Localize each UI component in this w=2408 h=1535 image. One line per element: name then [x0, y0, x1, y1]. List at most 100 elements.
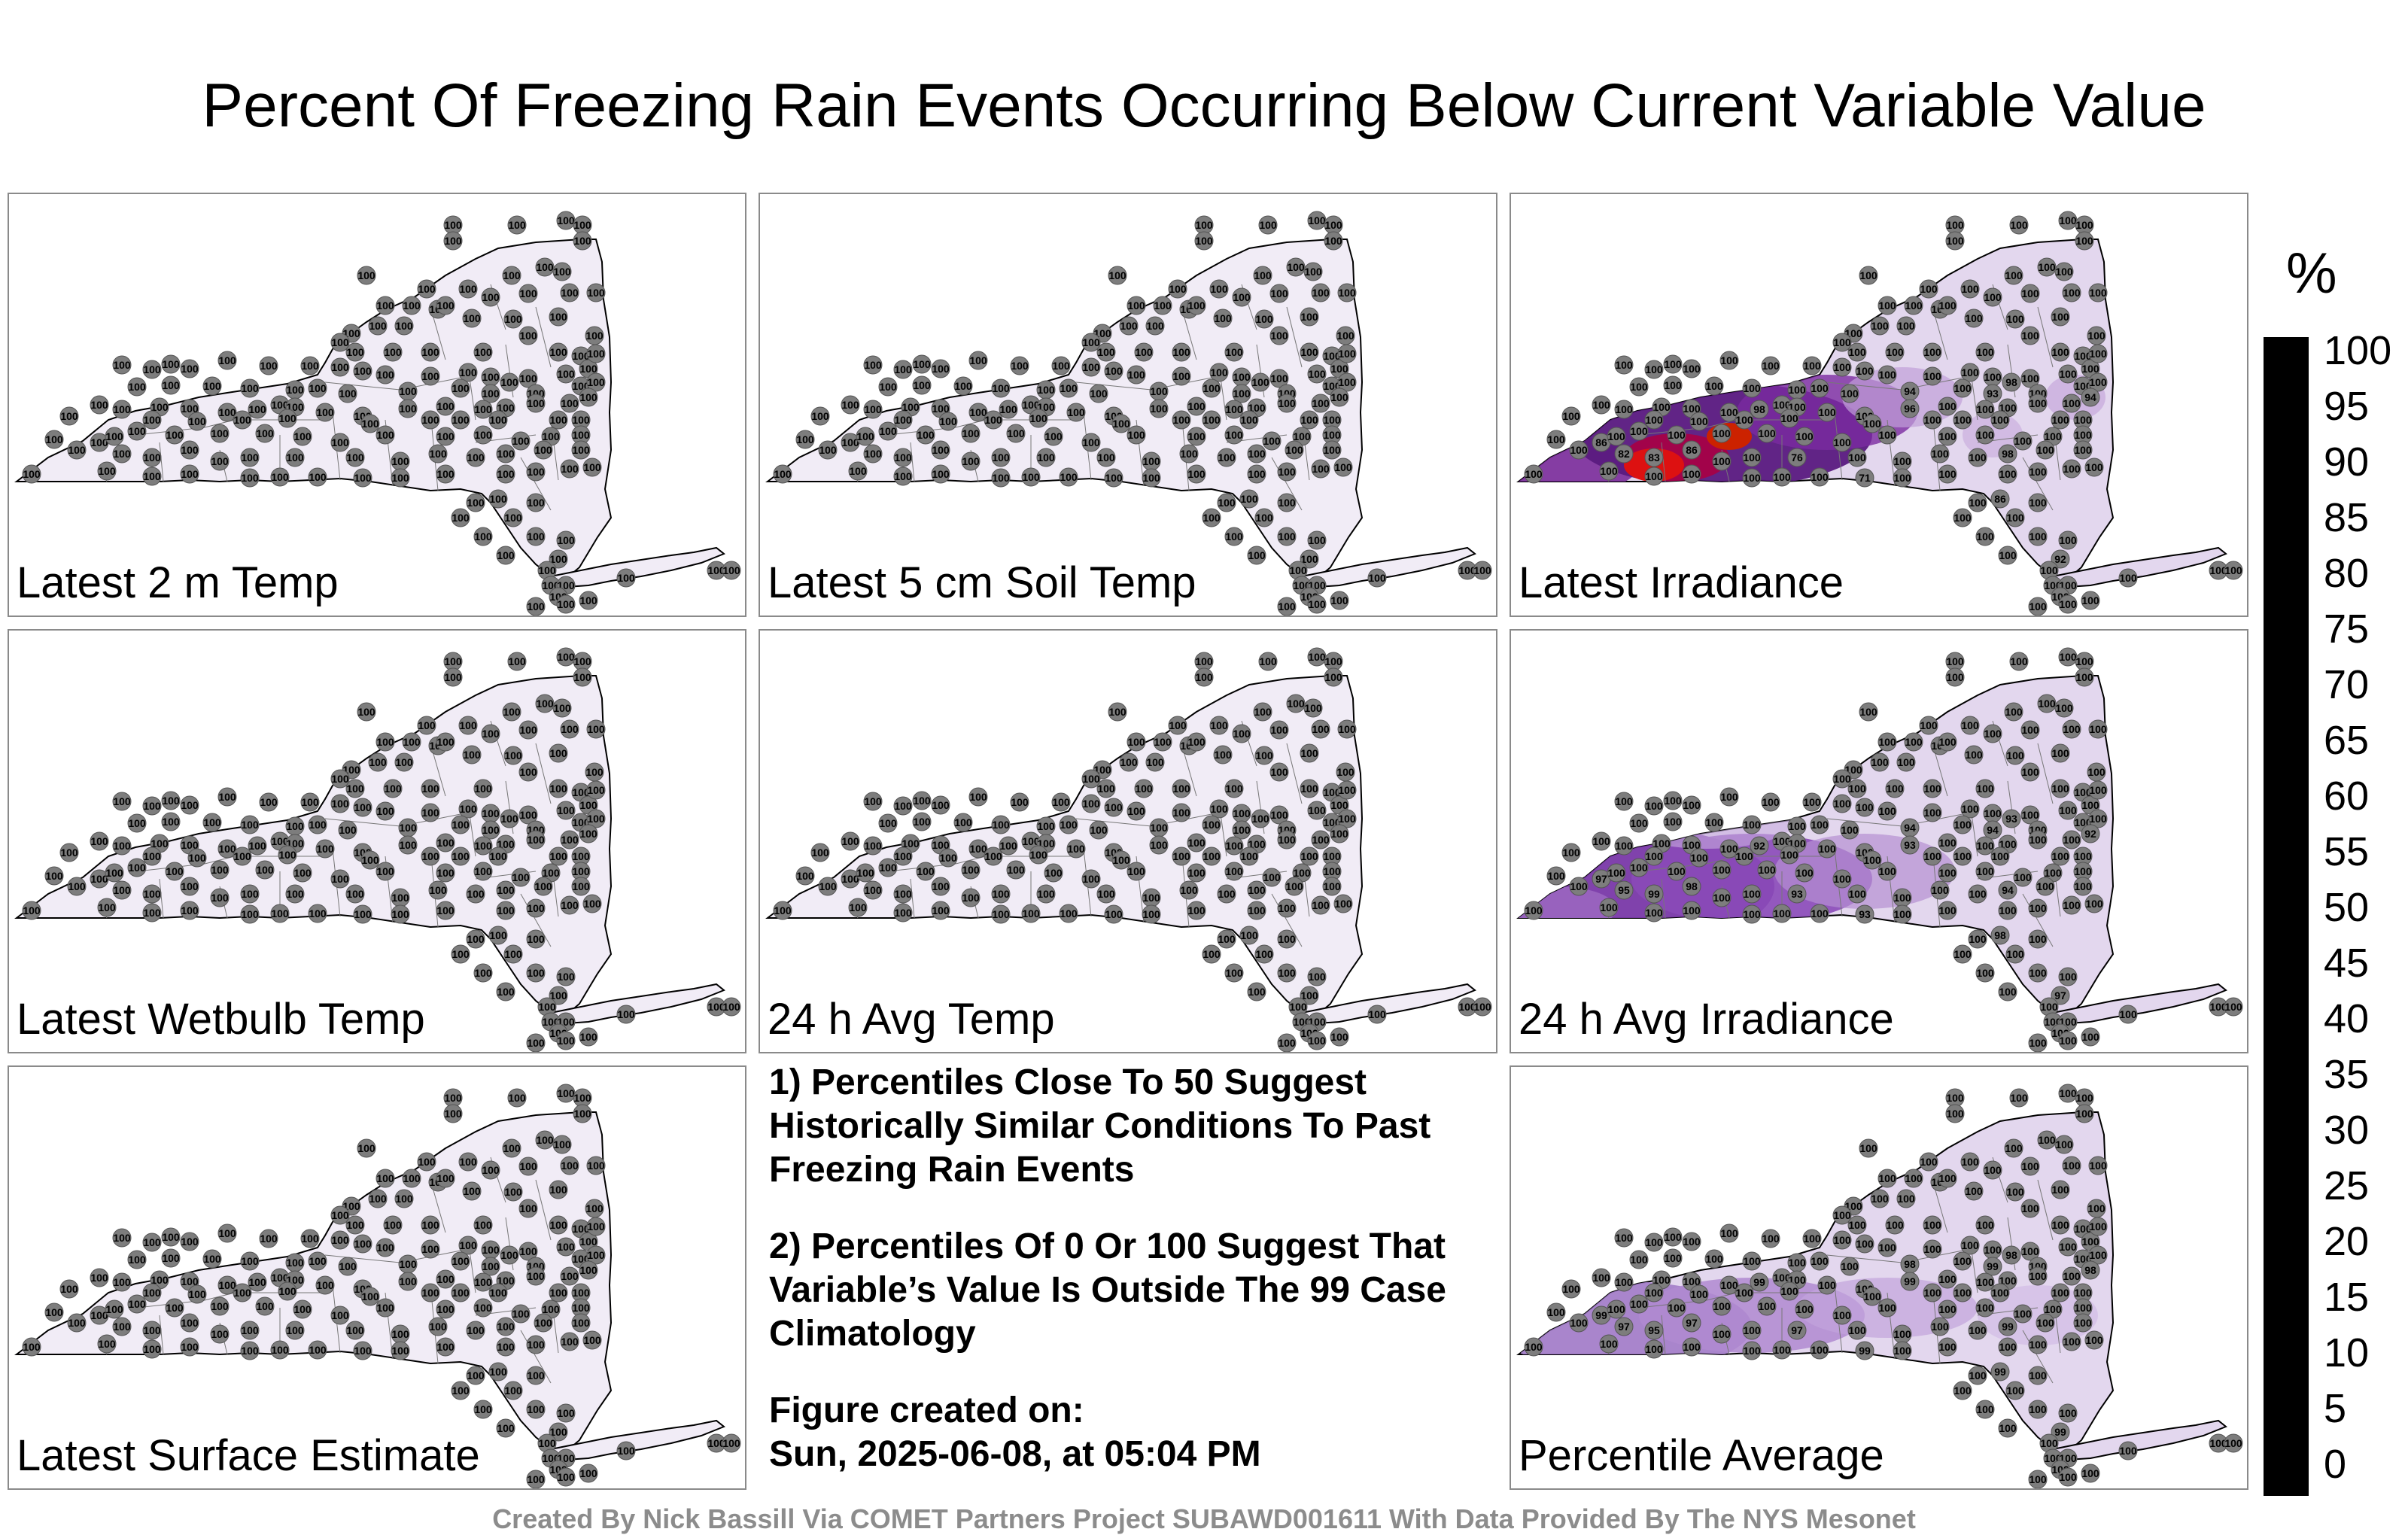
station-marker	[560, 1266, 579, 1286]
station-value: 93	[2005, 813, 2017, 825]
station-value: 100	[2029, 1037, 2047, 1049]
station-marker	[1269, 805, 1289, 825]
station-value: 100	[301, 796, 319, 808]
station-value: 100	[894, 907, 912, 919]
station-value: 100	[1953, 1255, 1972, 1267]
station-marker	[1832, 1306, 1852, 1325]
station-marker	[2028, 898, 2048, 918]
station-marker	[1262, 431, 1282, 451]
station-value: 100	[519, 1202, 537, 1214]
station-value: 100	[1127, 736, 1145, 748]
station-value: 100	[1976, 967, 1994, 979]
station-marker	[1269, 720, 1289, 740]
station-value: 100	[1743, 1255, 1761, 1267]
station-value: 100	[474, 429, 492, 441]
station-marker	[142, 1321, 162, 1340]
station-value: 100	[1976, 1403, 1994, 1415]
station-value: 100	[572, 1223, 590, 1235]
station-marker	[2051, 1215, 2070, 1235]
station-marker	[526, 1470, 546, 1488]
station-value: 100	[1953, 414, 1972, 426]
station-value: 100	[1233, 728, 1251, 740]
station-marker	[1307, 530, 1327, 550]
station-marker	[1096, 342, 1116, 362]
station-marker	[1303, 698, 1323, 718]
station-value: 100	[1762, 360, 1780, 372]
station-marker	[240, 815, 260, 834]
station-value: 100	[1368, 1008, 1386, 1020]
station-marker	[1761, 1229, 1780, 1248]
station-value: 98	[1753, 403, 1765, 415]
station-marker	[1145, 316, 1165, 336]
station-value: 100	[503, 1142, 521, 1154]
station-marker	[1938, 296, 1957, 315]
station-marker	[2005, 309, 2025, 329]
station-value: 100	[2063, 397, 2081, 409]
station-marker	[142, 1283, 162, 1302]
station-value: 100	[1893, 455, 1911, 467]
station-marker	[1975, 527, 1995, 546]
station-marker	[1096, 448, 1116, 467]
station-value: 100	[1690, 415, 1708, 427]
station-marker	[300, 792, 320, 812]
station-marker	[912, 791, 932, 810]
station-marker	[573, 667, 592, 687]
station-marker	[127, 813, 147, 833]
station-marker	[863, 444, 883, 464]
station-marker	[1682, 359, 1701, 378]
station-marker	[421, 779, 440, 798]
station-value: 100	[474, 1302, 492, 1314]
station-value: 100	[1278, 530, 1296, 543]
station-marker	[2020, 1199, 2040, 1218]
station-value: 100	[60, 847, 78, 859]
station-marker	[1224, 862, 1244, 881]
station-value: 93	[1904, 839, 1916, 851]
station-marker	[368, 752, 388, 772]
station-value: 100	[1848, 888, 1866, 900]
station-value: 100	[1863, 854, 1881, 866]
station-value: 100	[482, 388, 500, 400]
station-marker	[1923, 366, 1942, 386]
station-value: 100	[561, 834, 579, 846]
station-marker	[421, 803, 440, 822]
station-marker	[1704, 813, 1724, 832]
station-value: 100	[1615, 359, 1633, 371]
station-marker	[466, 1321, 485, 1340]
station-value: 100	[1225, 403, 1243, 415]
station-value: 100	[2119, 572, 2137, 584]
station-marker	[1224, 342, 1244, 362]
station-marker	[402, 732, 421, 752]
station-value: 100	[2044, 867, 2062, 879]
station-value: 100	[436, 1172, 455, 1184]
station-marker	[1006, 860, 1026, 880]
station-value: 100	[1758, 864, 1776, 876]
station-value: 100	[512, 871, 530, 883]
station-marker	[1870, 752, 1890, 772]
station-value: 98	[2002, 448, 2014, 460]
station-value: 100	[1202, 414, 1221, 426]
station-value: 100	[482, 1164, 500, 1176]
station-marker	[1663, 1248, 1683, 1268]
station-value: 100	[2040, 1437, 2058, 1449]
station-marker	[931, 359, 950, 378]
station-value: 100	[421, 370, 439, 382]
note-2: 2) Percentiles Of 0 Or 100 Suggest That …	[769, 1226, 1446, 1354]
station-marker	[436, 464, 455, 484]
station-value: 100	[1683, 1236, 1701, 1248]
station-value: 100	[1878, 1302, 1896, 1314]
station-value: 100	[2021, 287, 2039, 299]
station-value: 100	[489, 929, 507, 941]
station-value: 100	[1946, 235, 1964, 247]
station-marker	[2088, 344, 2108, 363]
station-marker	[1832, 333, 1852, 352]
station-marker	[1735, 410, 1754, 430]
station-value: 100	[143, 1324, 161, 1336]
station-marker	[2028, 1335, 2048, 1354]
station-marker	[496, 444, 515, 464]
station-marker	[1607, 1299, 1626, 1319]
station-value: 100	[143, 888, 161, 900]
station-marker	[473, 527, 493, 546]
station-value: 100	[1218, 888, 1236, 900]
station-marker	[1975, 1272, 1995, 1292]
